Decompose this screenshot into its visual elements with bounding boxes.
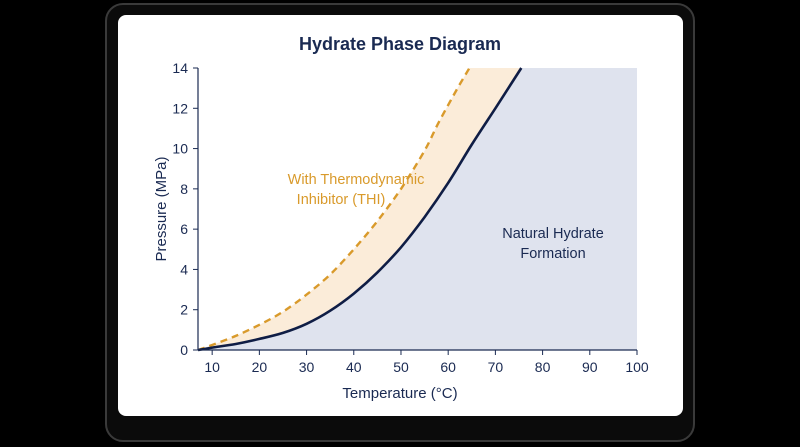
x-axis-label: Temperature (°C) — [342, 385, 457, 402]
y-tick-label: 14 — [172, 60, 188, 76]
y-tick-label: 4 — [180, 261, 188, 277]
x-tick-label: 30 — [299, 359, 315, 375]
y-tick-label: 12 — [172, 100, 188, 116]
natural-curve — [197, 67, 523, 352]
y-tick-label: 0 — [180, 342, 188, 358]
x-tick-label: 60 — [440, 359, 456, 375]
y-tick-label: 2 — [180, 302, 188, 318]
thi-annotation-line-1: With Thermodynamic — [288, 172, 425, 188]
x-tick-label: 10 — [204, 359, 220, 375]
thi-band-region — [198, 68, 522, 350]
x-tick-label: 80 — [535, 359, 551, 375]
natural-hydrate-region — [198, 68, 637, 350]
thi-annotation-line-2: Inhibitor (THI) — [297, 192, 386, 208]
thi-curve — [197, 67, 471, 352]
x-tick-label: 100 — [625, 359, 649, 375]
y-tick-label: 8 — [180, 181, 188, 197]
y-tick-label: 10 — [172, 141, 188, 157]
y-axis-label: Pressure (MPa) — [153, 156, 170, 261]
x-tick-label: 20 — [252, 359, 268, 375]
natural-annotation-line-1: Natural Hydrate — [502, 226, 604, 242]
natural-annotation-line-2: Formation — [520, 246, 585, 262]
y-tick-label: 6 — [180, 221, 188, 237]
chart-title: Hydrate Phase Diagram — [299, 34, 501, 54]
x-tick-label: 90 — [582, 359, 598, 375]
tick-group: 10 20 30 40 50 60 70 80 90 100 0 2 4 6 8 10 12 14 — [172, 60, 648, 375]
x-tick-label: 50 — [393, 359, 409, 375]
x-tick-label: 40 — [346, 359, 362, 375]
x-tick-label: 70 — [488, 359, 504, 375]
